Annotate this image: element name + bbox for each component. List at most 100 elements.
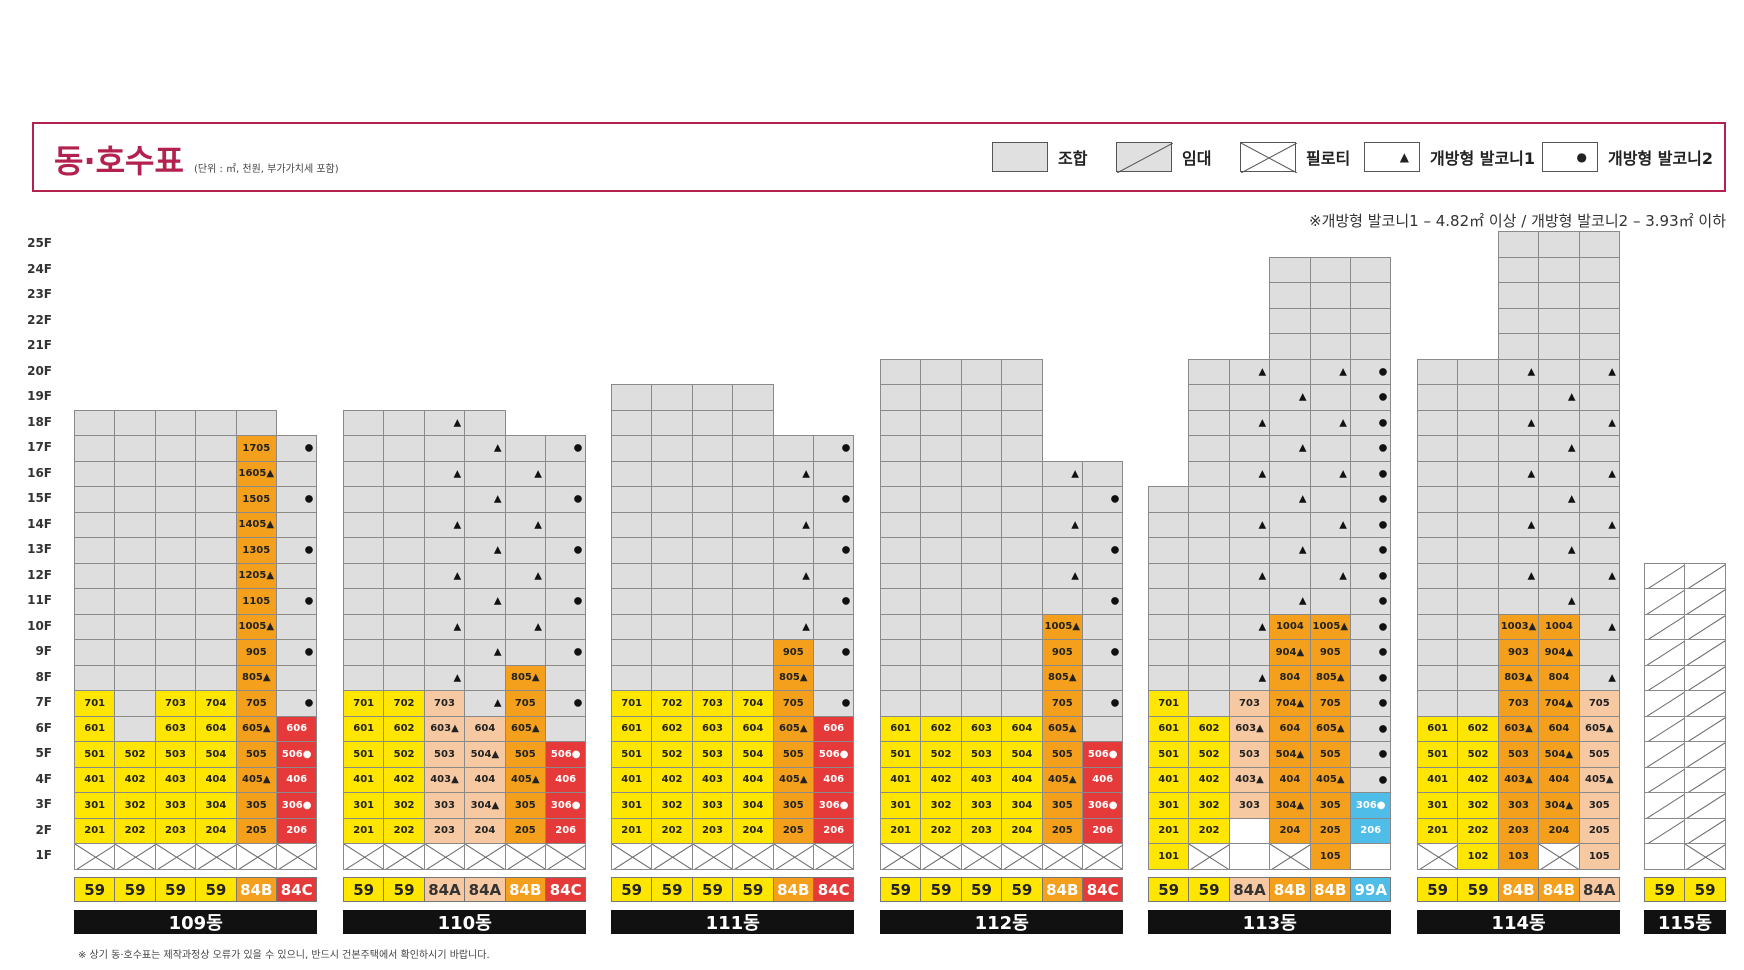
unit-cell — [504, 843, 546, 870]
unit-number: 401 — [353, 774, 375, 786]
unit-cell — [154, 562, 197, 589]
unit-cell — [1457, 486, 1499, 513]
balcony1-marker: ▲ — [1298, 595, 1307, 607]
unit-number: 804 — [1279, 672, 1301, 684]
unit-cell — [732, 537, 774, 564]
unit-cell: ▲ — [464, 588, 506, 615]
unit-cell: 404 — [1001, 766, 1043, 793]
unit-number: 306● — [818, 799, 849, 811]
legend-rental-label: 임대 — [1182, 149, 1212, 168]
unit-cell: ● — [1350, 358, 1392, 385]
unit-cell — [1417, 843, 1459, 870]
unit-cell — [960, 460, 1003, 487]
unit-cell: ▲ — [772, 511, 814, 538]
unit-cell: 605▲ — [235, 715, 277, 742]
unit-cell — [1684, 639, 1726, 666]
unit-cell — [1457, 588, 1499, 615]
unit-cell: 401 — [1417, 766, 1459, 793]
balcony2-marker: ● — [573, 595, 583, 607]
unit-type-label: 59 — [651, 877, 693, 902]
unit-cell: 102 — [1457, 843, 1499, 870]
unit-number: 305 — [1588, 799, 1610, 811]
unit-number: 905 — [1051, 646, 1073, 658]
building-label: 110동 — [343, 910, 587, 934]
unit-number: 604 — [1011, 723, 1033, 735]
unit-cell: 205 — [1041, 817, 1083, 844]
unit-cell — [1578, 256, 1620, 283]
unit-cell: 306● — [276, 792, 318, 819]
unit-cell — [732, 562, 774, 589]
unit-cell: ▲ — [1538, 588, 1580, 615]
unit-cell: 701 — [1148, 690, 1190, 717]
unit-number: 605▲ — [1585, 723, 1614, 735]
unit-type-label: 59 — [1644, 877, 1686, 902]
balcony1-marker: ▲ — [1258, 417, 1267, 429]
unit-cell — [1417, 511, 1459, 538]
balcony1-marker: ▲ — [493, 595, 502, 607]
unit-cell — [1684, 690, 1726, 717]
unit-cell: 1004 — [1538, 613, 1580, 640]
unit-cell — [114, 843, 156, 870]
unit-number: 305 — [1051, 799, 1073, 811]
unit-cell — [880, 613, 922, 640]
unit-cell — [1457, 562, 1499, 589]
unit-cell — [1457, 511, 1499, 538]
unit-cell — [1684, 843, 1726, 870]
unit-cell: 306● — [813, 792, 855, 819]
unit-cell — [1350, 256, 1392, 283]
unit-cell: ● — [813, 435, 855, 462]
balcony2-marker: ● — [841, 697, 851, 709]
unit-cell: ▲ — [464, 435, 506, 462]
balcony2-marker: ● — [1378, 442, 1388, 454]
unit-cell — [732, 639, 774, 666]
unit-cell: 304▲ — [1538, 792, 1580, 819]
floor-label: 1F — [35, 848, 52, 862]
unit-cell — [920, 664, 962, 691]
unit-cell — [880, 588, 922, 615]
unit-cell — [1188, 537, 1230, 564]
balcony1-marker: ▲ — [802, 621, 810, 633]
unit-cell: ● — [1082, 639, 1124, 666]
unit-cell — [545, 460, 587, 487]
balcony2-marker: ● — [841, 544, 851, 556]
unit-cell — [383, 435, 425, 462]
building-label: 113동 — [1148, 910, 1392, 934]
unit-cell — [464, 409, 506, 436]
unit-number: 701 — [84, 697, 106, 709]
unit-cell: ● — [1350, 384, 1392, 411]
unit-cell: 402 — [651, 766, 693, 793]
unit-cell — [813, 460, 855, 487]
balcony2-marker: ● — [1378, 468, 1388, 480]
unit-cell — [545, 613, 587, 640]
unit-cell — [1538, 409, 1580, 436]
unit-cell: 204 — [1269, 817, 1311, 844]
unit-cell: 604 — [1269, 715, 1311, 742]
unit-cell — [880, 843, 922, 870]
unit-cell: 603▲ — [423, 715, 466, 742]
unit-cell — [1578, 307, 1620, 334]
unit-cell: 805▲ — [504, 664, 546, 691]
unit-cell: 203 — [154, 817, 197, 844]
unit-cell — [651, 435, 693, 462]
unit-cell: 503 — [154, 741, 197, 768]
unit-cell — [1001, 588, 1043, 615]
unit-cell — [691, 460, 734, 487]
unit-cell: 301 — [74, 792, 116, 819]
unit-number: 703 — [165, 697, 186, 709]
unit-cell: 904▲ — [1538, 639, 1580, 666]
unit-number: 503 — [1239, 748, 1260, 760]
unit-cell — [1538, 460, 1580, 487]
floor-label: 12F — [27, 567, 52, 582]
unit-type-label: 59 — [1148, 877, 1190, 902]
unit-number: 601 — [1427, 723, 1449, 735]
unit-cell: 601 — [343, 715, 385, 742]
unit-cell — [1578, 282, 1620, 309]
unit-number: 501 — [1427, 748, 1449, 760]
unit-cell: 703 — [691, 690, 734, 717]
unit-cell — [1497, 486, 1540, 513]
unit-cell: 605▲ — [504, 715, 546, 742]
unit-cell: ● — [545, 588, 587, 615]
unit-cell — [920, 639, 962, 666]
unit-cell: 301 — [343, 792, 385, 819]
unit-cell — [1497, 256, 1540, 283]
